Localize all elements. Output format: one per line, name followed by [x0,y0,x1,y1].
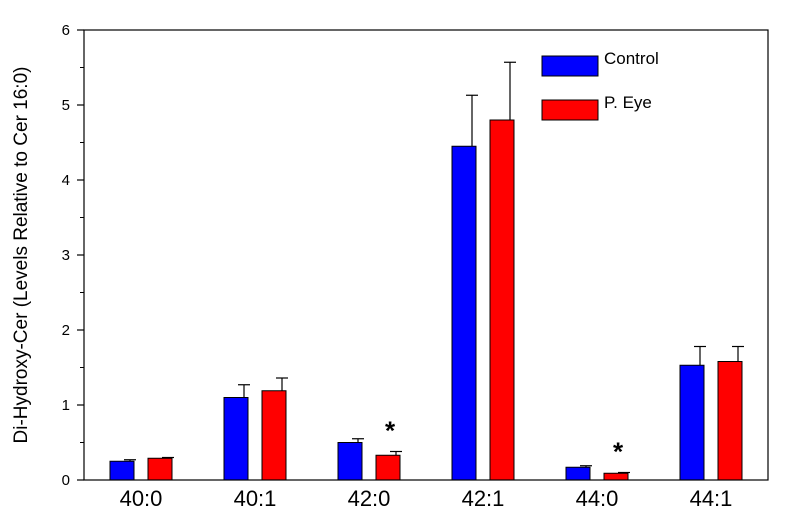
bar-control-40-0 [109,460,135,481]
x-tick-label: 40:0 [120,486,163,511]
bar-control-40-1 [223,397,249,481]
y-tick-label: 2 [62,322,70,339]
significance-asterisk: * [613,437,624,467]
legend-swatch-control [541,55,599,77]
legend-label-p-eye: P. Eye [604,93,652,112]
x-tick-label: 44:1 [690,486,733,511]
bar-control-42-0 [337,442,363,481]
bar-control-44-1 [679,364,705,481]
x-tick-label: 44:0 [576,486,619,511]
bar-p-eye-44-0 [603,472,629,481]
plot-area: ** [109,61,744,481]
y-tick-label: 4 [62,172,70,189]
bar-p-eye-42-1 [489,119,515,481]
x-tick-label: 40:1 [234,486,277,511]
axes: 0 1 2 3 4 5 6 40:0 40:1 42:0 42:1 44:0 44:1 [62,22,769,511]
y-axis-label: Di-Hydroxy-Cer (Levels Relative to Cer 1… [11,67,32,444]
y-tick-label: 1 [62,397,70,414]
bar-control-44-0 [565,466,591,481]
significance-asterisk: * [385,416,396,446]
x-tick-label: 42:1 [462,486,505,511]
y-tick-label: 0 [62,472,70,489]
legend: Control P. Eye [541,49,659,121]
y-tick-label: 6 [62,22,70,39]
bar-p-eye-40-0 [147,457,173,481]
plot-frame [83,29,769,481]
x-tick-label: 42:0 [348,486,391,511]
bar-p-eye-42-0 [375,454,401,481]
legend-swatch-p-eye [541,99,599,121]
y-tick-label: 3 [62,247,70,264]
bar-p-eye-44-1 [717,361,743,481]
bar-p-eye-40-1 [261,390,287,481]
y-tick-label: 5 [62,97,70,114]
bar-control-42-1 [451,145,477,481]
legend-label-control: Control [604,49,659,68]
